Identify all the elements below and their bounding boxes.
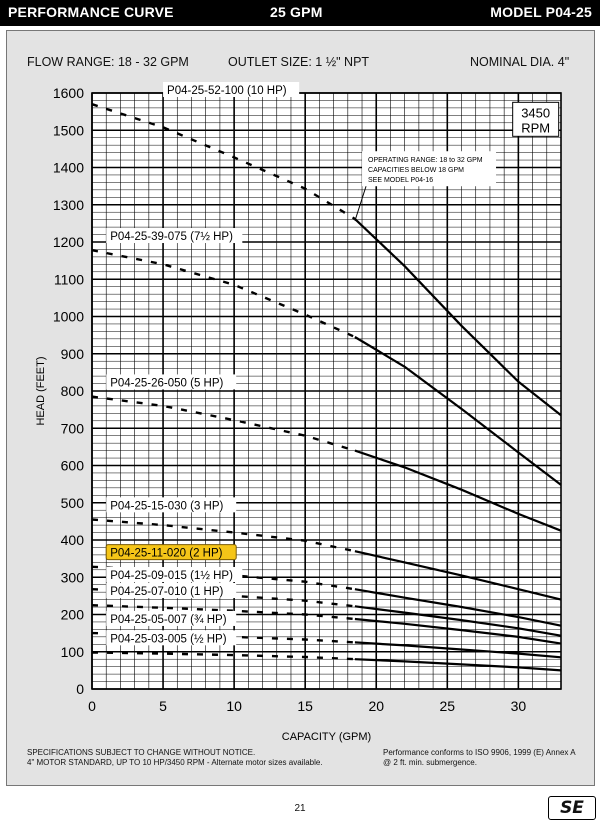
chart-type-title: PERFORMANCE CURVE xyxy=(8,4,174,20)
y-tick-label: 1100 xyxy=(54,271,84,287)
curve-dashed xyxy=(91,518,356,553)
curve-label: P04-25-09-015 (1½ HP) xyxy=(110,570,233,582)
y-tick-label: 1300 xyxy=(53,197,84,213)
y-tick-label: 900 xyxy=(61,346,85,362)
x-axis-label: CAPACITY (GPM) xyxy=(282,731,371,743)
curve-solid xyxy=(354,550,562,601)
y-tick-label: 1000 xyxy=(53,309,84,325)
flow-range-spec: FLOW RANGE: 18 - 32 GPM xyxy=(27,55,189,69)
y-tick-label: 600 xyxy=(61,458,85,474)
x-tick-label: 25 xyxy=(440,698,456,714)
curve-label-bg xyxy=(106,566,243,582)
curve-solid xyxy=(354,658,562,672)
curve-dashed xyxy=(91,604,356,621)
x-tick-label: 20 xyxy=(368,698,384,714)
curve-label-bg xyxy=(105,544,237,561)
curve-label: P04-25-03-005 (½ HP) xyxy=(110,633,227,645)
curve-label: P04-25-39-075 (7½ HP) xyxy=(110,231,233,243)
flow-rating-title: 25 GPM xyxy=(270,4,323,20)
y-tick-label: 100 xyxy=(61,644,85,660)
y-tick-label: 1200 xyxy=(53,234,84,250)
specs-footnote: SPECIFICATIONS SUBJECT TO CHANGE WITHOUT… xyxy=(27,748,323,768)
curve-label: P04-25-15-030 (3 HP) xyxy=(110,500,223,512)
curve-solid xyxy=(354,336,562,486)
speed-label-box xyxy=(512,101,560,137)
curve-solid xyxy=(354,605,562,637)
y-tick-label: 0 xyxy=(76,681,84,697)
operating-note-leader xyxy=(354,186,367,222)
footnote-line-2: 4" MOTOR STANDARD, UP TO 10 HP/3450 RPM … xyxy=(27,758,323,767)
operating-note-box xyxy=(362,151,497,187)
brand-logo: SE xyxy=(548,796,596,820)
curve-label: P04-25-26-050 (5 HP) xyxy=(110,377,223,389)
y-tick-label: 1400 xyxy=(53,160,84,176)
curve-dashed xyxy=(91,395,356,452)
x-tick-label: 15 xyxy=(297,698,313,714)
y-tick-label: 300 xyxy=(61,569,85,585)
y-tick-label: 400 xyxy=(61,532,85,548)
plot-border xyxy=(91,92,562,690)
curve-solid xyxy=(354,617,562,645)
model-title: MODEL P04-25 xyxy=(490,4,592,20)
curve-dashed xyxy=(91,249,356,339)
curve-label: P04-25-05-007 (¾ HP) xyxy=(110,614,227,626)
curve-solid xyxy=(354,641,562,659)
iso-line-2: @ 2 ft. min. submergence. xyxy=(383,758,477,767)
iso-line-1: Performance conforms to ISO 9906, 1999 (… xyxy=(383,748,576,757)
y-tick-label: 700 xyxy=(61,420,85,436)
x-tick-label: 5 xyxy=(159,698,167,714)
curve-label-bg xyxy=(106,228,243,244)
curve-label-bg xyxy=(106,497,237,513)
speed-value: 3450 xyxy=(521,105,550,120)
curve-label-bg xyxy=(163,82,300,97)
curve-dashed xyxy=(91,103,356,220)
operating-note-line: CAPACITIES BELOW 18 GPM xyxy=(368,167,464,174)
x-tick-label: 30 xyxy=(511,698,527,714)
outlet-size-spec: OUTLET SIZE: 1 ½" NPT xyxy=(228,55,370,69)
operating-note-line: OPERATING RANGE: 18 to 32 GPM xyxy=(368,157,483,164)
curve-label: P04-25-07-010 (1 HP) xyxy=(110,586,223,598)
nominal-dia-spec: NOMINAL DIA. 4" xyxy=(470,55,570,69)
curve-solid xyxy=(354,588,562,627)
y-tick-label: 200 xyxy=(61,607,85,623)
speed-unit: RPM xyxy=(521,120,550,135)
curve-label-bg xyxy=(106,630,237,646)
operating-note-line: SEE MODEL P04-16 xyxy=(368,177,433,184)
curve-solid xyxy=(354,449,562,532)
curve-solid xyxy=(354,218,562,417)
curve-dashed xyxy=(91,651,355,661)
x-tick-label: 0 xyxy=(88,698,96,714)
y-tick-label: 500 xyxy=(61,495,85,511)
y-tick-label: 1600 xyxy=(53,85,84,101)
curve-label-bg xyxy=(106,374,237,390)
page-number: 21 xyxy=(294,803,306,814)
curve-label-bg xyxy=(106,583,237,599)
y-tick-label: 1500 xyxy=(53,122,84,138)
y-axis-label: HEAD (FEET) xyxy=(35,356,47,425)
x-tick-label: 10 xyxy=(226,698,242,714)
footnote-line-1: SPECIFICATIONS SUBJECT TO CHANGE WITHOUT… xyxy=(27,748,256,757)
y-tick-label: 800 xyxy=(61,383,85,399)
iso-footnote: Performance conforms to ISO 9906, 1999 (… xyxy=(383,748,576,768)
title-bar: PERFORMANCE CURVE 25 GPM MODEL P04-25 xyxy=(0,0,600,26)
curve-label: P04-25-52-100 (10 HP) xyxy=(167,85,287,97)
curve-label: P04-25-11-020 (2 HP) xyxy=(110,548,222,560)
curve-label-bg xyxy=(106,610,237,626)
